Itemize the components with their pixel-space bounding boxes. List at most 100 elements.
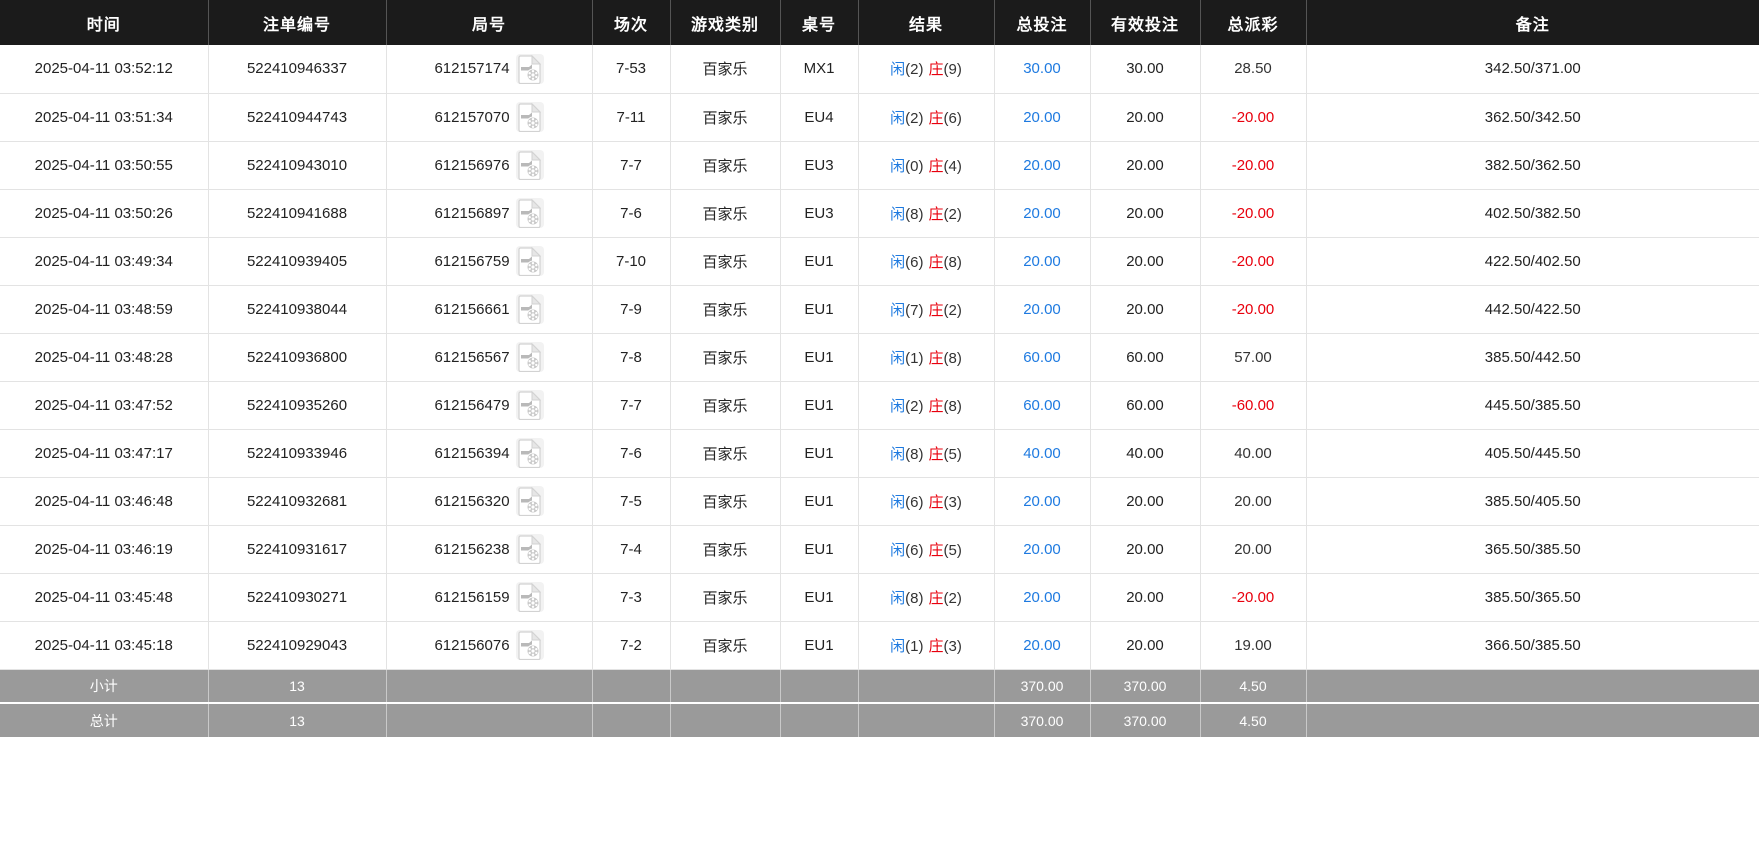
cell-bet_id[interactable]: 522410941688 xyxy=(208,189,387,238)
table-row[interactable]: 2025-04-11 03:46:48 522410932681 612156320… xyxy=(0,477,1759,526)
column-header-time[interactable]: 时间 xyxy=(0,0,209,45)
video-file-icon[interactable] xyxy=(515,486,544,516)
cell-total_bet[interactable]: 20.00 xyxy=(994,141,1091,190)
cell-bet_id[interactable]: 522410939405 xyxy=(208,237,387,286)
cell-total_bet[interactable]: 20.00 xyxy=(994,525,1091,574)
cell-bet_id[interactable]: 522410932681 xyxy=(208,477,387,526)
cell-round_no[interactable]: 612156976 xyxy=(386,141,593,190)
table-row[interactable]: 2025-04-11 03:47:17 522410933946 612156394… xyxy=(0,429,1759,478)
cell-total_bet[interactable]: 40.00 xyxy=(994,429,1091,478)
summary-cell-game_type xyxy=(670,669,781,704)
cell-round_no[interactable]: 612156076 xyxy=(386,621,593,670)
column-header-shoe[interactable]: 场次 xyxy=(592,0,671,45)
cell-bet_id[interactable]: 522410931617 xyxy=(208,525,387,574)
column-header-game_type[interactable]: 游戏类别 xyxy=(670,0,781,45)
cell-total_bet[interactable]: 60.00 xyxy=(994,381,1091,430)
video-file-icon[interactable] xyxy=(515,294,544,324)
table-row[interactable]: 2025-04-11 03:45:18 522410929043 612156076… xyxy=(0,621,1759,670)
result-banker-point: (6) xyxy=(943,109,962,127)
cell-total_bet[interactable]: 20.00 xyxy=(994,285,1091,334)
cell-total_bet[interactable]: 20.00 xyxy=(994,93,1091,142)
cell-valid_bet: 40.00 xyxy=(1090,429,1201,478)
column-header-valid_bet[interactable]: 有效投注 xyxy=(1090,0,1201,45)
table-row[interactable]: 2025-04-11 03:47:52 522410935260 612156479… xyxy=(0,381,1759,430)
result-banker-point: (2) xyxy=(943,589,962,607)
result-player-point: (6) xyxy=(905,493,924,511)
summary-row: 小计 13 370.00 370.00 4.50 xyxy=(0,669,1759,704)
table-row[interactable]: 2025-04-11 03:48:28 522410936800 612156567… xyxy=(0,333,1759,382)
cell-remark: 365.50/385.50 xyxy=(1306,525,1759,574)
cell-bet_id[interactable]: 522410933946 xyxy=(208,429,387,478)
cell-bet_id[interactable]: 522410946337 xyxy=(208,45,387,94)
cell-total_bet[interactable]: 20.00 xyxy=(994,237,1091,286)
video-file-icon[interactable] xyxy=(515,534,544,564)
summary-cell-time: 总计 xyxy=(0,703,209,737)
cell-round_no[interactable]: 612156320 xyxy=(386,477,593,526)
cell-bet_id[interactable]: 522410929043 xyxy=(208,621,387,670)
cell-round_no[interactable]: 612156661 xyxy=(386,285,593,334)
video-file-icon[interactable] xyxy=(515,246,544,276)
cell-bet_id[interactable]: 522410930271 xyxy=(208,573,387,622)
video-file-icon[interactable] xyxy=(515,342,544,372)
table-row[interactable]: 2025-04-11 03:46:19 522410931617 612156238… xyxy=(0,525,1759,574)
cell-round_no[interactable]: 612157174 xyxy=(386,45,593,94)
cell-total_bet[interactable]: 60.00 xyxy=(994,333,1091,382)
column-header-round_no[interactable]: 局号 xyxy=(386,0,593,45)
cell-valid_bet: 20.00 xyxy=(1090,141,1201,190)
table-row[interactable]: 2025-04-11 03:45:48 522410930271 612156159… xyxy=(0,573,1759,622)
cell-table_no: EU3 xyxy=(780,141,859,190)
video-file-icon[interactable] xyxy=(515,198,544,228)
round-number-wrapper: 612156320 xyxy=(393,478,586,525)
result-banker-point: (8) xyxy=(943,349,962,367)
cell-bet_id[interactable]: 522410936800 xyxy=(208,333,387,382)
cell-game_type: 百家乐 xyxy=(670,573,781,622)
result-player-point: (2) xyxy=(905,109,924,127)
cell-bet_id[interactable]: 522410944743 xyxy=(208,93,387,142)
table-row[interactable]: 2025-04-11 03:52:12 522410946337 612157174… xyxy=(0,45,1759,94)
table-row[interactable]: 2025-04-11 03:49:34 522410939405 612156759… xyxy=(0,237,1759,286)
result-banker-label: 庄 xyxy=(928,397,944,415)
table-row[interactable]: 2025-04-11 03:50:26 522410941688 612156897… xyxy=(0,189,1759,238)
table-row[interactable]: 2025-04-11 03:51:34 522410944743 612157070… xyxy=(0,93,1759,142)
table-row[interactable]: 2025-04-11 03:50:55 522410943010 612156976… xyxy=(0,141,1759,190)
cell-total_bet[interactable]: 20.00 xyxy=(994,477,1091,526)
video-file-icon[interactable] xyxy=(515,150,544,180)
round-number-wrapper: 612156238 xyxy=(393,526,586,573)
cell-round_no[interactable]: 612157070 xyxy=(386,93,593,142)
column-header-table_no[interactable]: 桌号 xyxy=(780,0,859,45)
cell-valid_bet: 20.00 xyxy=(1090,237,1201,286)
video-file-icon[interactable] xyxy=(515,390,544,420)
cell-bet_id[interactable]: 522410943010 xyxy=(208,141,387,190)
video-file-icon[interactable] xyxy=(515,102,544,132)
round-number-text: 612156394 xyxy=(434,444,510,462)
cell-round_no[interactable]: 612156238 xyxy=(386,525,593,574)
video-file-icon[interactable] xyxy=(515,438,544,468)
column-header-bet_id[interactable]: 注单编号 xyxy=(208,0,387,45)
cell-total_bet[interactable]: 30.00 xyxy=(994,45,1091,94)
cell-bet_id[interactable]: 522410938044 xyxy=(208,285,387,334)
cell-payout: -60.00 xyxy=(1200,381,1307,430)
result-player-point: (2) xyxy=(905,61,924,79)
column-header-total_bet[interactable]: 总投注 xyxy=(994,0,1091,45)
cell-round_no[interactable]: 612156159 xyxy=(386,573,593,622)
round-number-text: 612156661 xyxy=(434,300,510,318)
cell-remark: 402.50/382.50 xyxy=(1306,189,1759,238)
table-row[interactable]: 2025-04-11 03:48:59 522410938044 612156661… xyxy=(0,285,1759,334)
video-file-icon[interactable] xyxy=(515,582,544,612)
column-header-result[interactable]: 结果 xyxy=(858,0,995,45)
cell-total_bet[interactable]: 20.00 xyxy=(994,189,1091,238)
column-header-payout[interactable]: 总派彩 xyxy=(1200,0,1307,45)
cell-total_bet[interactable]: 20.00 xyxy=(994,573,1091,622)
cell-total_bet[interactable]: 20.00 xyxy=(994,621,1091,670)
cell-round_no[interactable]: 612156567 xyxy=(386,333,593,382)
cell-round_no[interactable]: 612156897 xyxy=(386,189,593,238)
summary-cell-round_no xyxy=(386,669,593,704)
cell-round_no[interactable]: 612156479 xyxy=(386,381,593,430)
cell-round_no[interactable]: 612156759 xyxy=(386,237,593,286)
cell-round_no[interactable]: 612156394 xyxy=(386,429,593,478)
video-file-icon[interactable] xyxy=(515,630,544,660)
cell-bet_id[interactable]: 522410935260 xyxy=(208,381,387,430)
column-header-remark[interactable]: 备注 xyxy=(1306,0,1759,45)
cell-valid_bet: 20.00 xyxy=(1090,573,1201,622)
video-file-icon[interactable] xyxy=(515,53,544,84)
